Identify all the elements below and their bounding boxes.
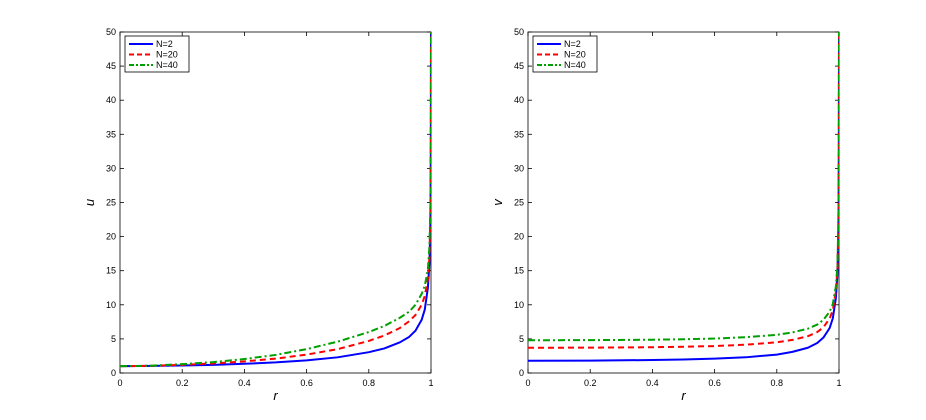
x-tick-label: 0.8 <box>363 378 376 388</box>
y-tick-label: 0 <box>519 368 524 378</box>
y-tick-label: 50 <box>106 27 116 37</box>
legend-label: N=20 <box>156 50 178 60</box>
y-tick-label: 10 <box>514 300 524 310</box>
y-tick-label: 20 <box>106 232 116 242</box>
y-axis-label: v <box>490 198 505 206</box>
x-tick-label: 0 <box>525 378 530 388</box>
y-tick-label: 25 <box>514 198 524 208</box>
plot-v-vs-r: 0 0.2 0.4 0.6 0.8 105101520253035404550rvN=2N… <box>490 27 842 403</box>
x-tick-label: 1 <box>836 378 841 388</box>
legend-box <box>532 35 598 73</box>
x-tick-label: 0.2 <box>176 378 189 388</box>
y-tick-label: 20 <box>514 232 524 242</box>
y-tick-label: 35 <box>106 129 116 139</box>
x-axis-label: r <box>273 388 278 403</box>
x-tick-label: 0.6 <box>300 378 313 388</box>
x-tick-label: 0.4 <box>238 378 251 388</box>
legend: N=2N=20N=40 <box>124 35 190 73</box>
y-axis-label: u <box>82 199 97 206</box>
y-tick-label: 35 <box>514 129 524 139</box>
y-tick-label: 40 <box>514 95 524 105</box>
x-tick-label: 1 <box>428 378 433 388</box>
x-tick-label: 0.2 <box>584 378 597 388</box>
legend-label: N=40 <box>564 60 586 70</box>
legend: N=2N=20N=40 <box>532 35 598 73</box>
y-tick-label: 25 <box>106 198 116 208</box>
legend-label: N=2 <box>564 39 581 49</box>
y-tick-label: 40 <box>106 95 116 105</box>
x-tick-label: 0 <box>117 378 122 388</box>
series-line-n-20 <box>528 32 839 349</box>
legend-label: N=40 <box>156 60 178 70</box>
y-tick-label: 45 <box>106 61 116 71</box>
legend-label: N=20 <box>564 50 586 60</box>
legend-label: N=2 <box>156 39 173 49</box>
series-line-n-2 <box>120 32 431 368</box>
y-tick-label: 30 <box>106 163 116 173</box>
plot-u-vs-r: 0 0.2 0.4 0.6 0.8 105101520253035404550ruN=2N… <box>82 27 434 403</box>
series-line-n-40 <box>528 32 839 342</box>
x-tick-label: 0.4 <box>646 378 659 388</box>
y-tick-label: 15 <box>106 266 116 276</box>
y-tick-label: 5 <box>519 334 524 344</box>
y-tick-label: 30 <box>514 163 524 173</box>
y-tick-label: 0 <box>111 368 116 378</box>
y-tick-label: 50 <box>514 27 524 37</box>
y-tick-label: 15 <box>514 266 524 276</box>
x-tick-label: 0.6 <box>708 378 721 388</box>
axes-box <box>527 31 840 374</box>
series-line-n-2 <box>528 32 839 362</box>
x-axis-label: r <box>681 388 686 403</box>
x-tick-label: 0.8 <box>771 378 784 388</box>
y-tick-label: 45 <box>514 61 524 71</box>
y-tick-label: 5 <box>111 334 116 344</box>
y-tick-label: 10 <box>106 300 116 310</box>
axes-box <box>119 31 432 374</box>
series-line-n-40 <box>120 32 431 368</box>
series-line-n-20 <box>120 32 431 368</box>
legend-box <box>124 35 190 73</box>
